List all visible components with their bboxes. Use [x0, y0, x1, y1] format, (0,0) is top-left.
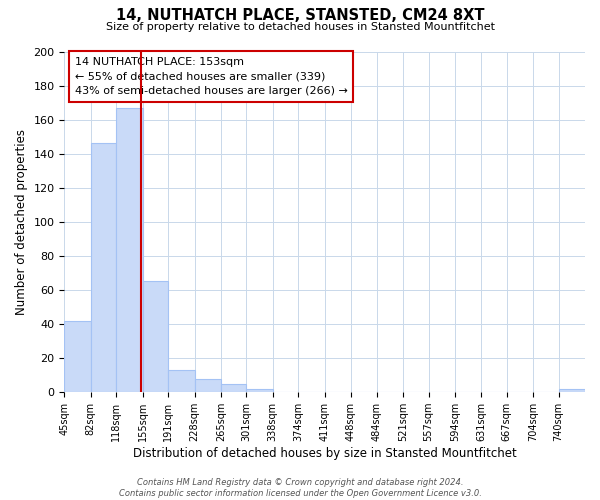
Bar	[559, 389, 585, 392]
Bar	[194, 378, 221, 392]
X-axis label: Distribution of detached houses by size in Stansted Mountfitchet: Distribution of detached houses by size …	[133, 447, 517, 460]
Bar	[91, 144, 116, 392]
Bar	[247, 389, 273, 392]
Text: 14 NUTHATCH PLACE: 153sqm
← 55% of detached houses are smaller (339)
43% of semi: 14 NUTHATCH PLACE: 153sqm ← 55% of detac…	[75, 56, 347, 96]
Y-axis label: Number of detached properties: Number of detached properties	[15, 129, 28, 315]
Text: 14, NUTHATCH PLACE, STANSTED, CM24 8XT: 14, NUTHATCH PLACE, STANSTED, CM24 8XT	[116, 8, 484, 22]
Text: Size of property relative to detached houses in Stansted Mountfitchet: Size of property relative to detached ho…	[106, 22, 494, 32]
Bar	[64, 320, 91, 392]
Text: Contains HM Land Registry data © Crown copyright and database right 2024.
Contai: Contains HM Land Registry data © Crown c…	[119, 478, 481, 498]
Bar	[143, 282, 168, 392]
Bar	[116, 108, 143, 392]
Bar	[221, 384, 247, 392]
Bar	[168, 370, 194, 392]
